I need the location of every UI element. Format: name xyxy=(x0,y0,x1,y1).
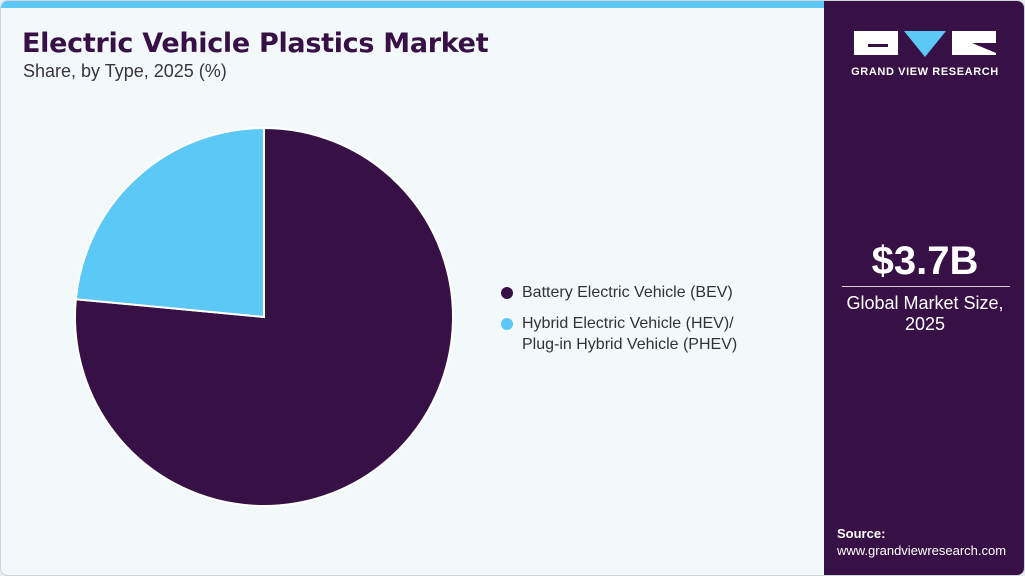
logo-text: GRAND VIEW RESEARCH xyxy=(851,66,999,78)
source-link[interactable]: www.grandviewresearch.com xyxy=(837,543,1007,558)
chart-title: Electric Vehicle Plastics Market xyxy=(22,28,489,59)
source-label: Source: xyxy=(837,526,886,541)
legend-label: Hybrid Electric Vehicle (HEV)/ Plug-in H… xyxy=(522,315,738,353)
legend-dot-icon xyxy=(501,318,513,330)
pie-slice-hev-phev[interactable] xyxy=(74,126,265,319)
market-size-value: $3.7B xyxy=(871,239,979,283)
legend-dot-icon xyxy=(501,287,513,299)
pie-chart xyxy=(74,126,454,507)
market-size-label: Global Market Size, 2025 xyxy=(846,293,1004,334)
legend-label: Battery Electric Vehicle (BEV) xyxy=(522,284,733,301)
chart-legend: Battery Electric Vehicle (BEV) Hybrid El… xyxy=(501,282,737,365)
info-sidebar: GRAND VIEW RESEARCH $3.7B Global Market … xyxy=(824,1,1024,575)
legend-item-hev-phev[interactable]: Hybrid Electric Vehicle (HEV)/ Plug-in H… xyxy=(501,313,737,355)
accent-bar xyxy=(1,1,824,8)
gvr-logo-icon xyxy=(854,31,996,57)
chart-subtitle: Share, by Type, 2025 (%) xyxy=(23,61,227,81)
divider xyxy=(842,286,1010,287)
legend-item-bev[interactable]: Battery Electric Vehicle (BEV) xyxy=(501,282,737,303)
